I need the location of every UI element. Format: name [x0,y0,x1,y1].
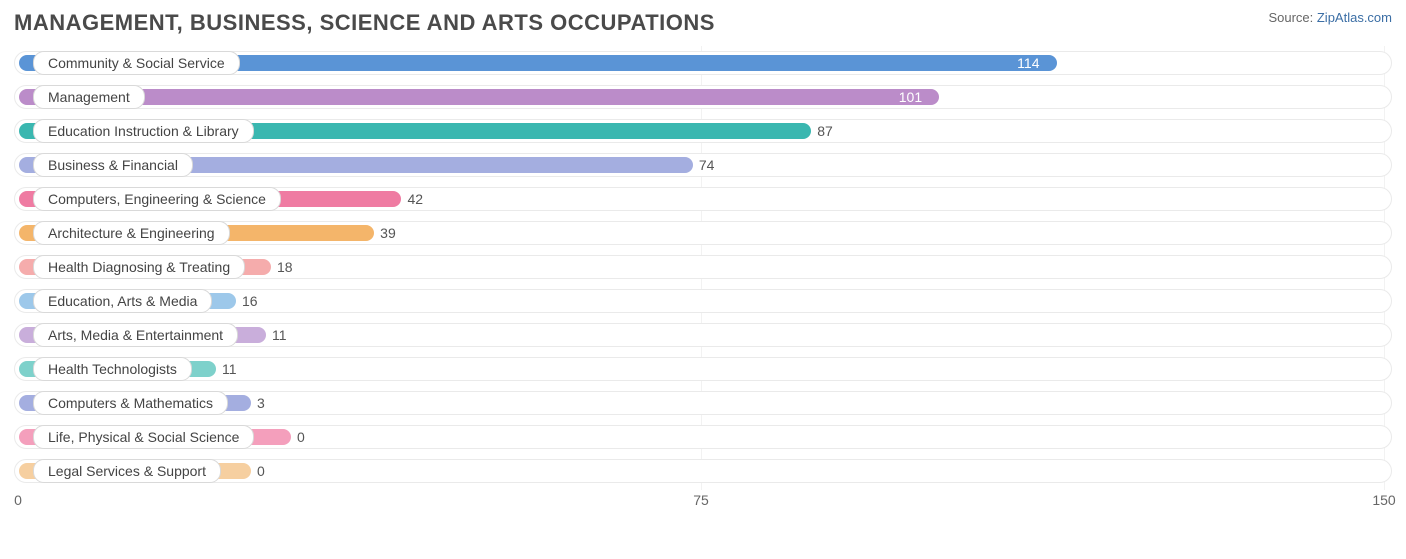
bar-label: Computers, Engineering & Science [33,187,281,211]
bar-label: Life, Physical & Social Science [33,425,254,449]
bar-track: 0 Legal Services & Support [14,459,1392,483]
bar-value: 16 [242,293,258,309]
bar-label: Community & Social Service [33,51,240,75]
bar-track: 11 Health Technologists [14,357,1392,381]
bar-row: 18 Health Diagnosing & Treating [14,250,1392,284]
bar-value: 11 [222,361,237,377]
bar-row: 0 Life, Physical & Social Science [14,420,1392,454]
bar-label: Education, Arts & Media [33,289,212,313]
x-axis-tick: 0 [14,492,22,508]
bar-row: 11 Health Technologists [14,352,1392,386]
bar-value: 18 [277,259,293,275]
x-axis: 0 75 150 [14,488,1392,514]
rows: 114 Community & Social Service 101 Manageme… [14,46,1392,488]
bar [19,89,939,105]
bar-track: 16 Education, Arts & Media [14,289,1392,313]
bar-value: 87 [817,123,833,139]
bar-label: Architecture & Engineering [33,221,230,245]
bar-row: 11 Arts, Media & Entertainment [14,318,1392,352]
chart-container: MANAGEMENT, BUSINESS, SCIENCE AND ARTS O… [0,0,1406,559]
bar-value: 39 [380,225,396,241]
bar-value: 0 [257,463,265,479]
bar-track: 3 Computers & Mathematics [14,391,1392,415]
bar-track: 0 Life, Physical & Social Science [14,425,1392,449]
bar-track: 101 Management [14,85,1392,109]
bar-value: 74 [699,157,715,173]
plot-area: 114 Community & Social Service 101 Manageme… [14,46,1392,520]
bar-label: Education Instruction & Library [33,119,254,143]
bar-track: 39 Architecture & Engineering [14,221,1392,245]
bar-track: 74 Business & Financial [14,153,1392,177]
bar-value: 3 [257,395,265,411]
bar-track: 18 Health Diagnosing & Treating [14,255,1392,279]
bar-value: 101 [899,89,922,105]
bar-label: Management [33,85,145,109]
bar-label: Legal Services & Support [33,459,221,483]
bar-row: 114 Community & Social Service [14,46,1392,80]
chart-title: MANAGEMENT, BUSINESS, SCIENCE AND ARTS O… [14,10,715,36]
bar-row: 74 Business & Financial [14,148,1392,182]
bar-track: 114 Community & Social Service [14,51,1392,75]
chart-header: MANAGEMENT, BUSINESS, SCIENCE AND ARTS O… [14,10,1392,36]
bar-track: 11 Arts, Media & Entertainment [14,323,1392,347]
bar-value: 114 [1017,55,1039,71]
bar-value: 11 [272,327,287,343]
bar-track: 87 Education Instruction & Library [14,119,1392,143]
bar-value: 42 [407,191,423,207]
bar-label: Computers & Mathematics [33,391,228,415]
x-axis-tick: 150 [1372,492,1395,508]
bar-row: 87 Education Instruction & Library [14,114,1392,148]
source-link[interactable]: ZipAtlas.com [1317,10,1392,25]
bar-row: 101 Management [14,80,1392,114]
bar-track: 42 Computers, Engineering & Science [14,187,1392,211]
bar-row: 39 Architecture & Engineering [14,216,1392,250]
bar-label: Health Technologists [33,357,192,381]
x-axis-tick: 75 [693,492,709,508]
source-line: Source: ZipAtlas.com [1268,10,1392,25]
bar-label: Health Diagnosing & Treating [33,255,245,279]
bar-value: 0 [297,429,305,445]
bar-row: 3 Computers & Mathematics [14,386,1392,420]
bar-row: 0 Legal Services & Support [14,454,1392,488]
bar-label: Business & Financial [33,153,193,177]
bar-label: Arts, Media & Entertainment [33,323,238,347]
bar-row: 42 Computers, Engineering & Science [14,182,1392,216]
bar-row: 16 Education, Arts & Media [14,284,1392,318]
source-prefix: Source: [1268,10,1316,25]
